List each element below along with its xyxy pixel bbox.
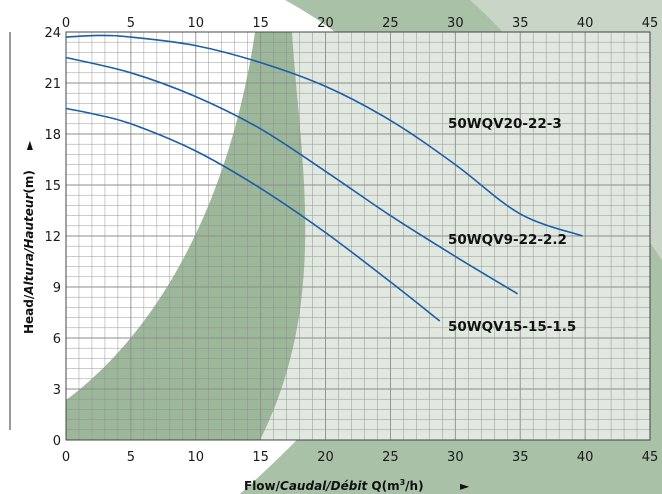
x-tick-label: 15 [252,450,269,465]
grid-lines [66,32,650,440]
bottom-x-tick-labels: 0 5 10 15 20 25 30 35 40 45 [62,450,658,465]
top-x-tick-labels: 0 5 10 15 20 25 30 35 40 45 [62,16,658,31]
y-tick-label: 15 [44,179,61,194]
x-tick-label: 45 [642,450,659,465]
x-tick-label: 30 [447,450,464,465]
series-label-2: 50WQV9-22-2.2 [448,232,567,248]
y-axis-title: Head/Altura/Hauteur(m) [22,170,36,334]
series-label-3: 50WQV15-15-1.5 [448,319,576,335]
series-line-1 [65,34,583,237]
y-axis-arrow: ► [22,140,36,150]
x-axis-arrow: ► [460,479,470,493]
x-tick-label-top: 40 [577,16,594,31]
x-tick-label-top: 20 [317,16,334,31]
x-tick-label-top: 15 [252,16,269,31]
x-tick-label: 40 [577,450,594,465]
plot-border [65,31,651,441]
x-tick-label: 25 [382,450,399,465]
x-tick-label: 10 [188,450,205,465]
x-tick-label: 20 [317,450,334,465]
x-tick-label-top: 10 [188,16,205,31]
y-tick-label: 9 [53,281,61,296]
x-axis-title: Flow/Caudal/Débit Q(m3/h) [244,478,424,493]
x-tick-label-top: 30 [447,16,464,31]
y-tick-label: 18 [44,128,61,143]
y-tick-label: 24 [44,26,61,41]
x-tick-label: 5 [127,450,135,465]
series-line-2 [65,56,519,295]
y-tick-label: 6 [53,332,61,347]
y-tick-label: 12 [44,230,61,245]
x-tick-label-top: 5 [127,16,135,31]
x-tick-label-top: 35 [512,16,529,31]
y-tick-label: 0 [53,434,61,449]
y-tick-labels: 0 3 6 9 12 15 18 21 24 [44,26,61,449]
x-tick-label-top: 25 [382,16,399,31]
x-tick-label: 0 [62,450,70,465]
x-tick-label-top: 0 [62,16,70,31]
x-tick-label-top: 45 [642,16,659,31]
series-lines [65,34,583,322]
series-line-3 [65,107,441,322]
series-labels: 50WQV20-22-3 50WQV9-22-2.2 50WQV15-15-1.5 [448,116,576,335]
x-tick-label: 35 [512,450,529,465]
y-tick-label: 21 [44,77,61,92]
y-tick-label: 3 [53,383,61,398]
series-label-1: 50WQV20-22-3 [448,116,562,132]
